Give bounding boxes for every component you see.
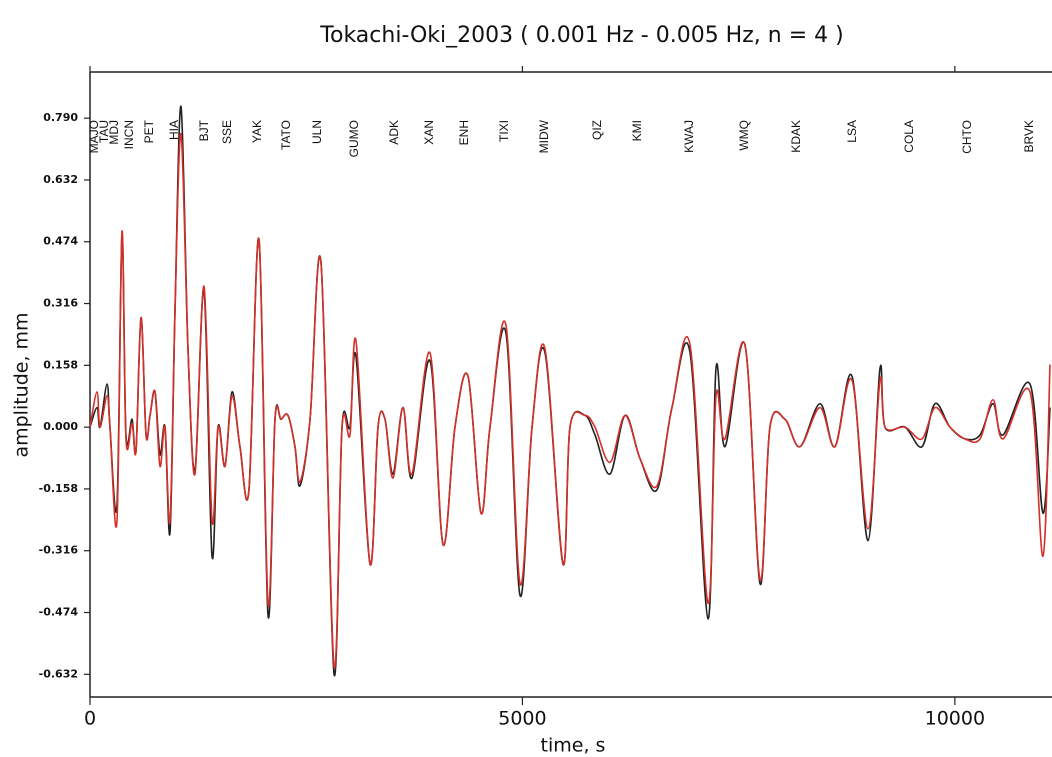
x-tick-label: 0 bbox=[84, 708, 96, 730]
station-label: KWAJ bbox=[682, 120, 696, 153]
y-axis-label: amplitude, mm bbox=[11, 312, 33, 457]
y-tick-label: -0.632 bbox=[39, 667, 78, 680]
station-label: PET bbox=[142, 119, 156, 143]
station-label: GUMO bbox=[347, 120, 361, 157]
station-label: KDAK bbox=[789, 120, 803, 153]
y-tick-label: 0.316 bbox=[43, 297, 78, 310]
station-label: MIDW bbox=[537, 119, 551, 153]
y-tick-label: 0.000 bbox=[43, 420, 78, 433]
trace bbox=[89, 132, 1051, 669]
y-tick-label: -0.158 bbox=[39, 482, 78, 495]
x-tick-label: 10000 bbox=[925, 708, 985, 730]
station-label: COLA bbox=[902, 120, 916, 153]
station-label: ULN bbox=[310, 120, 324, 144]
y-tick-label: 0.790 bbox=[43, 111, 78, 124]
y-tick-label: 0.632 bbox=[43, 173, 78, 186]
station-label: CHTO bbox=[960, 120, 974, 154]
x-axis-label: time, s bbox=[541, 735, 606, 757]
y-tick-label: 0.158 bbox=[43, 358, 78, 371]
station-label: BRVK bbox=[1022, 120, 1036, 152]
station-label: XAN bbox=[422, 120, 436, 145]
station-label: TATO bbox=[279, 120, 293, 150]
station-label: LSA bbox=[845, 120, 859, 143]
trace bbox=[89, 105, 1051, 677]
station-label: MAJO bbox=[87, 120, 101, 153]
station-label: KMI bbox=[630, 120, 644, 141]
y-tick-label: -0.474 bbox=[39, 606, 79, 619]
station-label: ENH bbox=[457, 120, 471, 145]
station-label: SSE bbox=[220, 120, 234, 144]
station-label: TAU bbox=[97, 120, 111, 143]
station-label: TIXI bbox=[497, 120, 511, 142]
station-label: INCN bbox=[122, 120, 136, 149]
chart-title: Tokachi-Oki_2003 ( 0.001 Hz - 0.005 Hz, … bbox=[319, 23, 843, 48]
x-tick-label: 5000 bbox=[498, 708, 546, 730]
y-tick-label: 0.474 bbox=[43, 235, 78, 248]
station-label: QIZ bbox=[590, 120, 604, 140]
station-label: ADK bbox=[387, 120, 401, 145]
station-label: WMQ bbox=[737, 120, 751, 151]
station-label: YAK bbox=[250, 120, 264, 143]
station-label: HIA bbox=[167, 120, 181, 140]
station-label: BJT bbox=[197, 119, 211, 141]
y-tick-label: -0.316 bbox=[39, 544, 79, 557]
station-label: MDJ bbox=[107, 120, 121, 145]
